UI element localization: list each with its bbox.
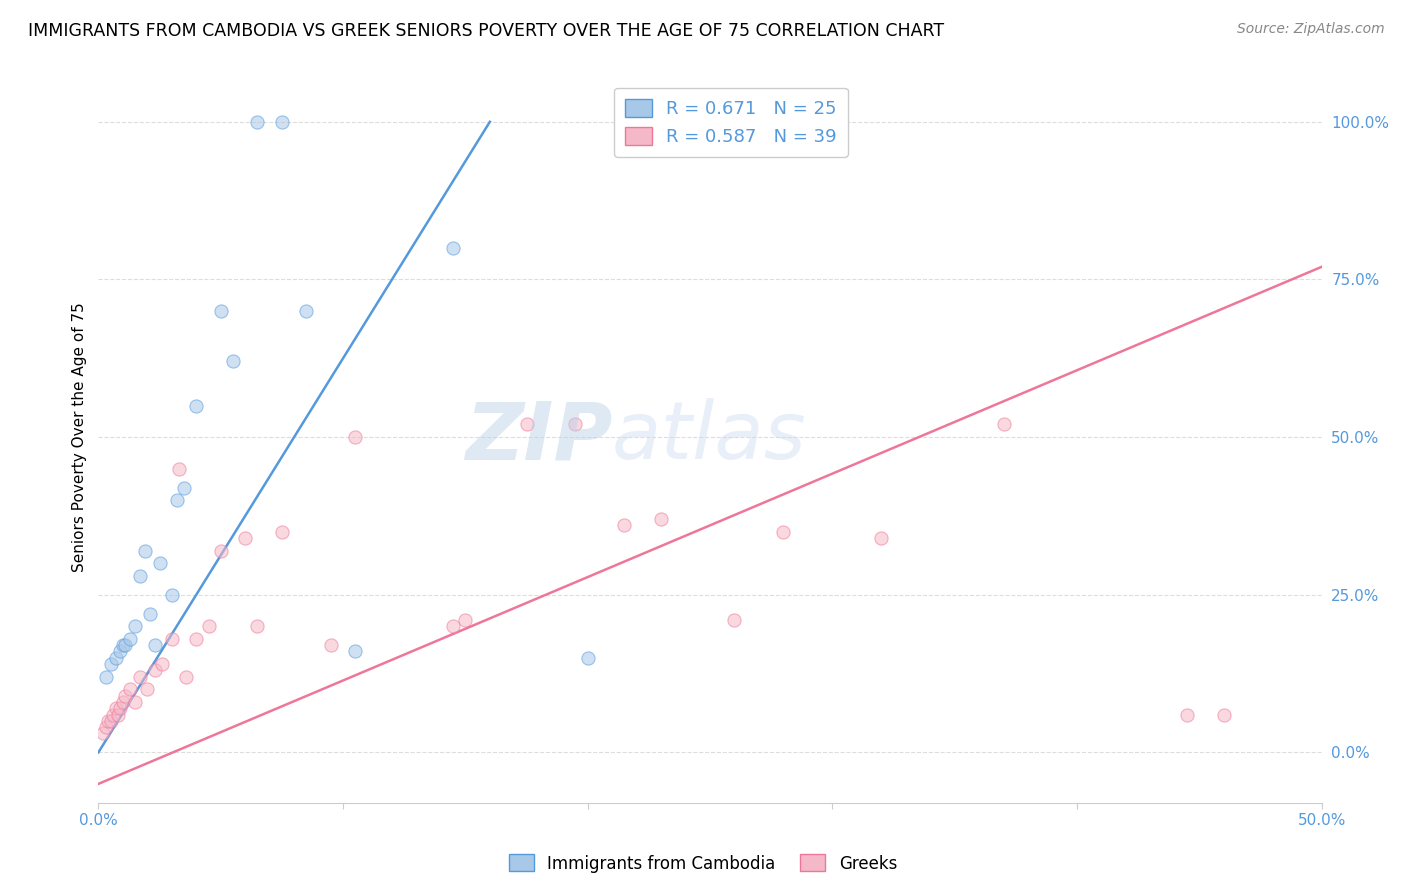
Point (114, 689, 136, 703)
Point (613, 518, 636, 533)
Point (564, 417, 586, 432)
Point (270, 115, 294, 129)
Point (295, 304, 318, 318)
Point (104, 701, 127, 715)
Point (129, 670, 152, 684)
Point (650, 512, 672, 526)
Point (209, 304, 232, 318)
Point (104, 650, 127, 665)
Point (167, 461, 190, 475)
Point (246, 115, 269, 129)
Point (114, 638, 136, 652)
Text: IMMIGRANTS FROM CAMBODIA VS GREEK SENIORS POVERTY OVER THE AGE OF 75 CORRELATION: IMMIGRANTS FROM CAMBODIA VS GREEK SENIOR… (28, 22, 945, 40)
Point (143, 664, 166, 678)
Point (319, 638, 342, 652)
Text: Source: ZipAtlas.com: Source: ZipAtlas.com (1237, 22, 1385, 37)
Point (94, 720, 117, 734)
Point (111, 695, 134, 709)
Legend: R = 0.671   N = 25, R = 0.587   N = 39: R = 0.671 N = 25, R = 0.587 N = 39 (614, 87, 848, 157)
Point (120, 682, 142, 697)
Point (160, 632, 183, 646)
Point (246, 619, 269, 633)
Point (186, 632, 208, 646)
Point (100, 657, 122, 671)
Point (110, 701, 132, 715)
Point (270, 524, 294, 539)
Point (97, 714, 120, 728)
Point (1175, 707, 1198, 722)
Point (120, 632, 142, 646)
Point (993, 417, 1015, 432)
Point (173, 481, 195, 495)
Point (1212, 707, 1234, 722)
Point (124, 619, 146, 633)
Point (136, 682, 159, 697)
Point (772, 524, 794, 539)
Point (107, 707, 129, 722)
Point (150, 657, 173, 671)
Text: atlas: atlas (612, 398, 807, 476)
Point (101, 707, 124, 722)
Point (176, 670, 198, 684)
Point (134, 543, 156, 558)
Point (441, 241, 464, 255)
Point (870, 531, 893, 545)
Point (233, 531, 256, 545)
Point (100, 714, 122, 728)
Point (166, 493, 188, 508)
Point (516, 417, 538, 432)
Point (111, 638, 134, 652)
Point (222, 354, 245, 368)
Point (139, 607, 162, 621)
Point (209, 543, 232, 558)
Point (91, 726, 114, 740)
Point (186, 399, 208, 413)
Point (344, 430, 367, 444)
Legend: Immigrants from Cambodia, Greeks: Immigrants from Cambodia, Greeks (502, 847, 904, 880)
Point (160, 588, 183, 602)
Text: ZIP: ZIP (465, 398, 612, 476)
Point (197, 619, 219, 633)
Point (110, 644, 132, 658)
Point (149, 556, 172, 570)
Point (94, 670, 117, 684)
Point (454, 613, 477, 627)
Point (344, 644, 367, 658)
Point (723, 613, 745, 627)
Y-axis label: Seniors Poverty Over the Age of 75: Seniors Poverty Over the Age of 75 (72, 302, 87, 572)
Point (143, 638, 166, 652)
Point (576, 650, 599, 665)
Point (129, 569, 152, 583)
Point (124, 695, 146, 709)
Point (441, 619, 464, 633)
